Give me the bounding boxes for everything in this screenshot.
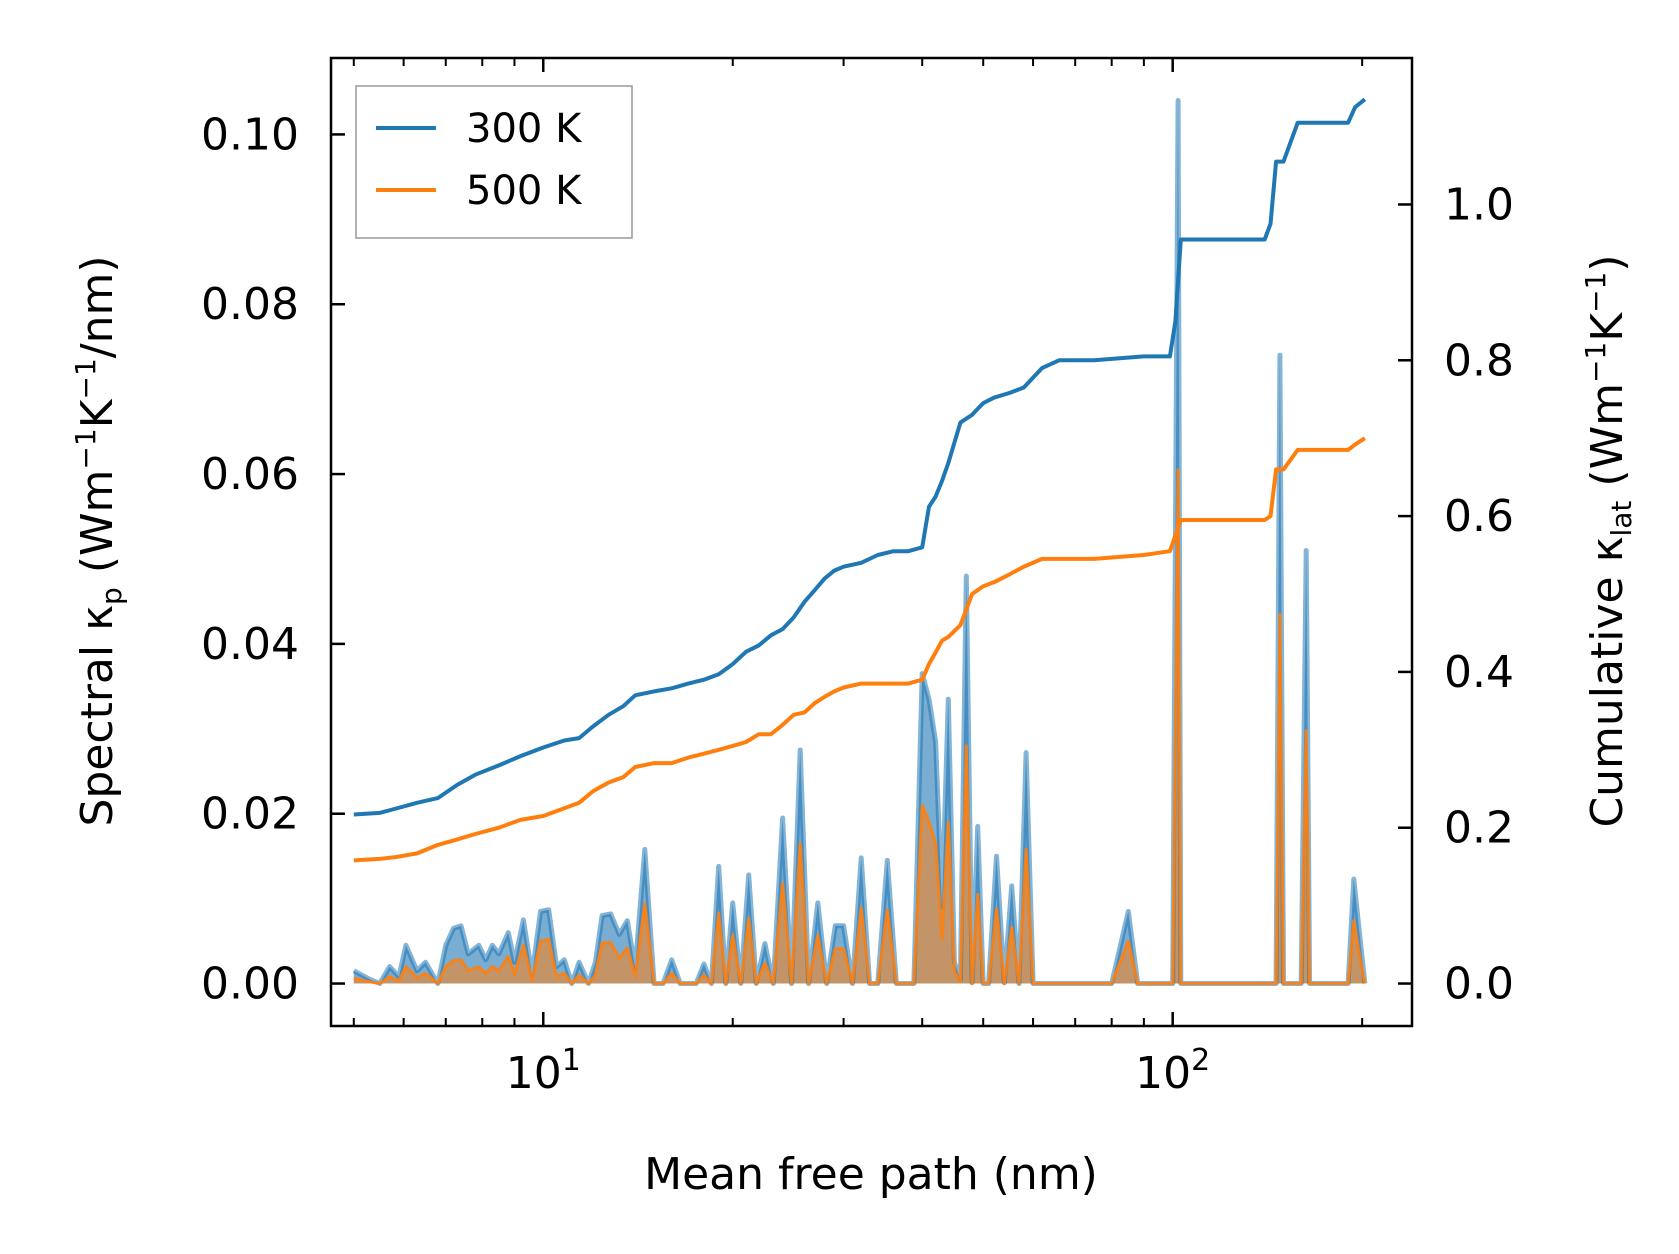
right-axis-title-prefix: Cumulative κ (1582, 536, 1633, 827)
legend-box (355, 85, 633, 239)
spectral-500k-line (353, 468, 1367, 985)
cumulative-300k-line (353, 97, 1367, 817)
left-axis-title-sub: p (95, 587, 128, 605)
legend: 300 K 500 K (355, 85, 633, 239)
right-y-tick-label: 0.8 (1444, 335, 1514, 386)
x-tick-label-base: 10 (1135, 1048, 1191, 1099)
right-axis-title-mid: K (1582, 312, 1633, 342)
left-axis-title-mid: K (72, 398, 123, 428)
left-y-tick-label: 0.04 (201, 619, 299, 670)
left-axis-title: Spectral κp (Wm−1K−1/nm) (69, 255, 128, 826)
left-axis-title-sup1: −1 (69, 428, 102, 469)
right-axis-title: Cumulative κlat (Wm−1K−1) (1579, 254, 1638, 827)
left-y-tick-label: 0.08 (201, 279, 299, 330)
x-tick-label: 101 (506, 1043, 581, 1099)
x-tick-label-exp: 2 (1191, 1043, 1210, 1078)
right-axis-title-sub: lat (1605, 501, 1638, 537)
x-tick-label-exp: 1 (562, 1043, 581, 1078)
right-axis-title-sup1: −1 (1579, 342, 1612, 383)
x-axis-title: Mean free path (nm) (644, 1149, 1098, 1200)
right-y-tick-label: 0.4 (1444, 647, 1514, 698)
plot-frame (329, 56, 1414, 1028)
labels: 101 1020.000.020.040.060.080.100.00.20.40… (201, 109, 1514, 1099)
right-y-tick-label: 0.0 (1444, 959, 1514, 1010)
right-y-tick-label: 0.6 (1444, 491, 1514, 542)
legend-label-300k: 300 K (466, 106, 583, 152)
ticks (331, 58, 1412, 1026)
left-y-tick-label: 0.02 (201, 789, 299, 840)
left-axis-title-end: /nm) (72, 255, 123, 358)
right-y-tick-label: 1.0 (1444, 179, 1514, 230)
left-y-tick-label: 0.00 (201, 959, 299, 1010)
left-axis-title-sup2: −1 (69, 358, 102, 399)
right-axis-title-sup2: −1 (1579, 272, 1612, 313)
left-axis-title-prefix: Spectral κ (72, 605, 123, 827)
x-tick-label-base: 10 (506, 1048, 562, 1099)
cumulative-500k-line (353, 436, 1366, 863)
plot-content (352, 97, 1368, 986)
right-axis-title-end: ) (1582, 254, 1633, 271)
legend-label-500k: 500 K (466, 168, 583, 214)
right-axis-title-suffix: (Wm (1582, 383, 1633, 501)
left-y-tick-label: 0.06 (201, 449, 299, 500)
left-axis-title-suffix: (Wm (72, 470, 123, 588)
right-y-tick-label: 0.2 (1444, 803, 1514, 854)
x-tick-label: 102 (1135, 1043, 1210, 1099)
left-y-tick-label: 0.10 (201, 109, 299, 160)
